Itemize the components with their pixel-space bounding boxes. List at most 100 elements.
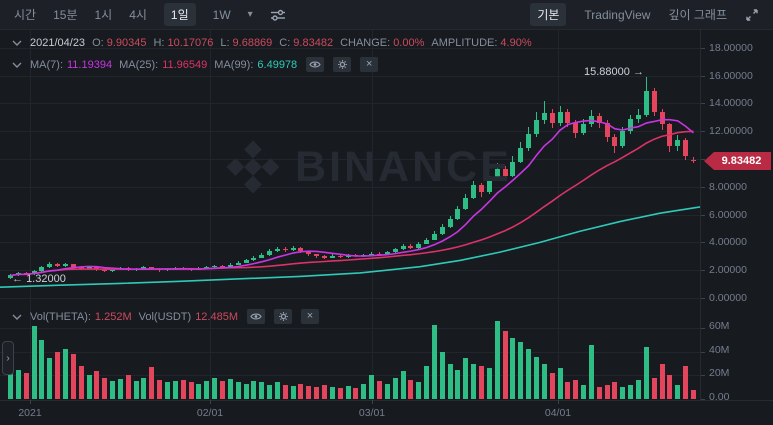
ma25-value: 11.96549 <box>162 58 208 71</box>
interval-group: 시간 15분 1시 4시 1일 1W ▾ <box>14 3 286 26</box>
price-axis-label: 16.00000 <box>709 69 753 82</box>
drawing-panel-expand-handle[interactable]: › <box>2 341 14 375</box>
volume-bar <box>502 330 508 399</box>
volume-bar <box>683 365 689 399</box>
volume-bar <box>306 386 312 399</box>
volume-bar <box>219 381 225 399</box>
volume-bar <box>86 375 92 399</box>
volume-axis-tick <box>701 399 705 400</box>
high-price-annotation: 15.88000 → <box>584 66 644 78</box>
tab-depth-chart[interactable]: 깊이 그래프 <box>668 8 727 22</box>
close-label: C: <box>279 37 291 49</box>
indicator-settings-icon[interactable] <box>270 8 286 22</box>
collapse-chevron-icon[interactable] <box>12 40 22 46</box>
ma99-value: 6.49978 <box>257 58 298 71</box>
tab-tradingview[interactable]: TradingView <box>584 7 651 22</box>
gear-icon[interactable] <box>274 309 292 324</box>
low-price-annotation: ← 1.32000 <box>12 273 66 285</box>
volume-bar <box>588 344 594 399</box>
volume-bar <box>518 342 524 399</box>
candle-wick <box>543 100 545 125</box>
interval-time[interactable]: 시간 <box>14 8 37 22</box>
volume-bar <box>463 357 469 399</box>
fullscreen-icon[interactable] <box>745 8 759 22</box>
price-axis-label: 6.00000 <box>709 208 747 221</box>
close-icon[interactable]: × <box>360 57 379 72</box>
candle <box>659 111 665 125</box>
volume-bar <box>31 325 37 399</box>
volume-bar <box>439 351 445 399</box>
price-axis-label: 2.00000 <box>709 264 747 277</box>
volume-bar <box>455 369 461 399</box>
time-axis-separator <box>0 400 773 401</box>
volume-bar <box>298 383 304 399</box>
interval-1h[interactable]: 1시 <box>94 8 113 22</box>
last-price-tag: 9.83482 <box>704 152 771 170</box>
volume-axis-label: 20M <box>709 367 730 380</box>
eye-icon[interactable] <box>306 57 325 72</box>
interval-1d[interactable]: 1일 <box>163 3 196 26</box>
volume-bar <box>416 382 422 399</box>
time-axis-tick <box>372 400 373 404</box>
interval-4h[interactable]: 4시 <box>129 8 147 22</box>
gear-icon[interactable] <box>333 57 352 72</box>
eye-icon[interactable] <box>247 309 265 324</box>
candle <box>557 111 563 123</box>
volume-bar <box>471 363 477 399</box>
volume-bar <box>369 375 375 399</box>
volume-axis-tick <box>701 328 705 330</box>
interval-1w[interactable]: 1W <box>212 7 231 22</box>
volume-bar <box>165 382 170 399</box>
volume-bar <box>431 324 437 399</box>
price-axis-tick <box>701 131 705 133</box>
price-gridline <box>0 298 700 299</box>
high-label: H: <box>153 37 165 49</box>
vol-usdt-value: 12.485M <box>195 310 238 323</box>
volume-bar <box>604 384 610 399</box>
volume-bar <box>628 384 634 399</box>
volume-bar <box>125 375 131 399</box>
volume-bar <box>620 387 626 399</box>
amplitude-value: 4.90% <box>500 37 532 49</box>
volume-bar <box>557 368 563 399</box>
volume-bar <box>23 373 29 399</box>
tab-basic[interactable]: 기본 <box>530 3 567 26</box>
volume-axis-label: 60M <box>709 320 730 333</box>
collapse-chevron-icon[interactable] <box>12 62 22 68</box>
volume-bar <box>541 363 547 399</box>
volume-bar <box>259 382 265 399</box>
chart-toolbar: 시간 15분 1시 4시 1일 1W ▾ 기본 TradingView 깊이 그… <box>0 0 773 30</box>
volume-bar <box>117 378 123 399</box>
price-axis-tick <box>701 242 705 244</box>
volume-bar <box>39 340 45 399</box>
volume-bar <box>337 388 343 399</box>
ma99-label: MA(99): <box>214 58 254 71</box>
ma7-label: MA(7): <box>30 58 63 71</box>
volume-bar <box>651 377 657 399</box>
collapse-chevron-icon[interactable] <box>12 314 22 320</box>
interval-caret-down-icon[interactable]: ▾ <box>247 9 253 20</box>
volume-bar <box>8 363 13 399</box>
candle <box>565 111 571 123</box>
volume-bar <box>447 363 453 399</box>
ohlc-info-row: 2021/04/23 O: 9.90345 H: 10.17076 L: 9.6886… <box>12 37 532 49</box>
candle <box>549 113 555 123</box>
volume-bar <box>94 370 100 399</box>
volume-bar <box>267 384 273 399</box>
volume-bar <box>408 380 414 399</box>
volume-bar <box>78 365 84 399</box>
volume-bar <box>251 381 257 399</box>
time-axis-tick <box>210 400 211 404</box>
volume-bar <box>243 383 249 399</box>
volume-bar <box>180 380 186 399</box>
volume-bar <box>188 382 194 399</box>
close-icon[interactable]: × <box>301 309 319 324</box>
volume-bar <box>204 381 210 399</box>
volume-bar <box>322 384 327 399</box>
low-label: L: <box>220 37 230 49</box>
interval-15m[interactable]: 15분 <box>53 8 78 22</box>
volume-bar <box>659 363 665 399</box>
volume-bar <box>274 382 280 399</box>
volume-info-row: Vol(THETA): 1.252M Vol(USDT) 12.485M × <box>12 309 319 324</box>
